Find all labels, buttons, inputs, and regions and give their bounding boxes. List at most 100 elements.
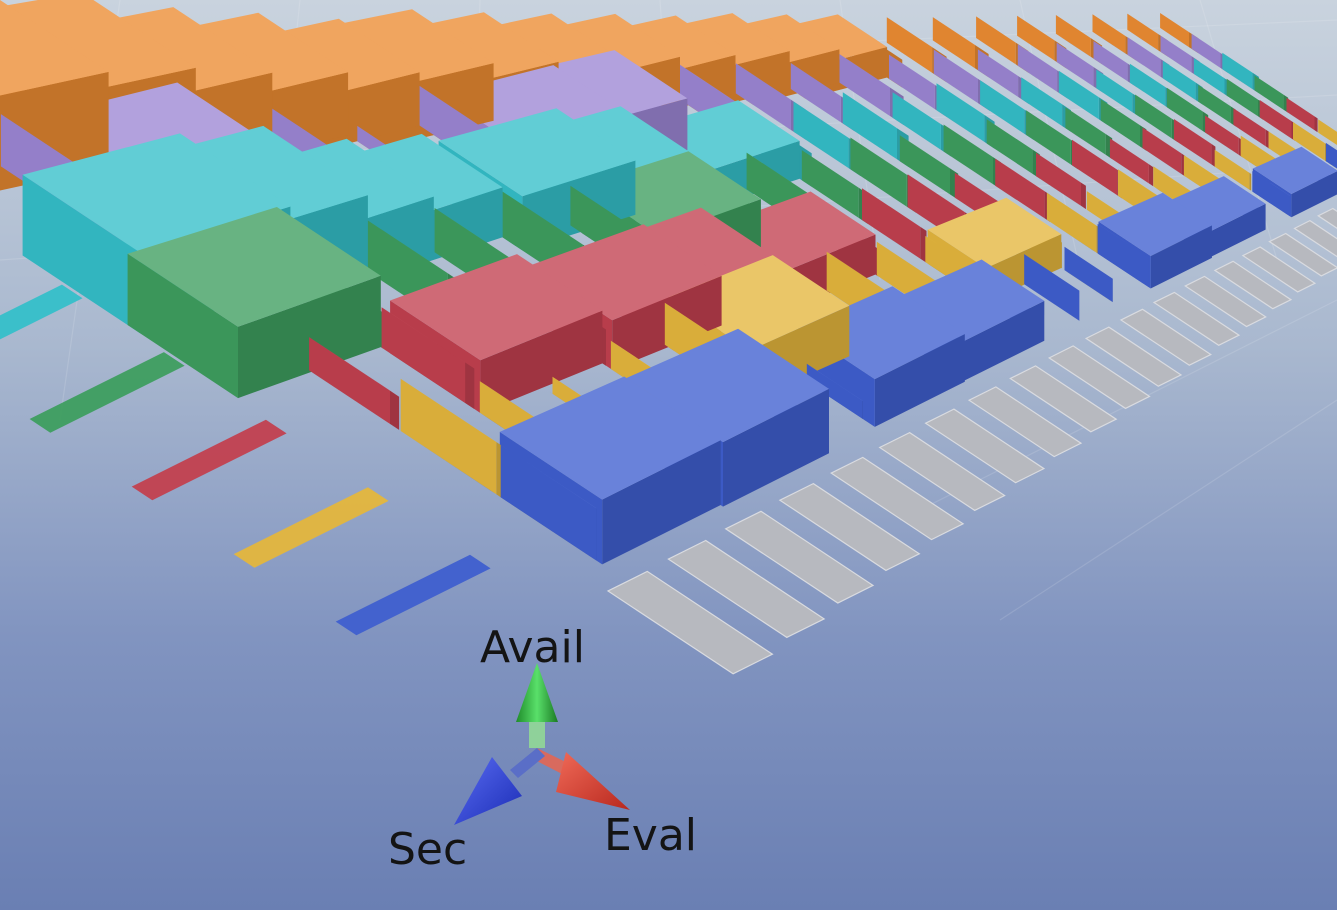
bar: [1046, 192, 1099, 228]
bar: [1252, 146, 1337, 194]
bar: [390, 254, 603, 361]
bar: [499, 376, 721, 500]
bar: [933, 49, 978, 104]
bar-base: [1224, 70, 1257, 92]
bar: [1211, 143, 1216, 168]
bar-base: [1103, 122, 1144, 150]
bar: [806, 363, 863, 419]
bar: [1286, 97, 1315, 131]
bar: [1098, 192, 1212, 256]
column-strip-7: [967, 386, 1083, 458]
bar: [496, 442, 502, 498]
column-strip-9: [1048, 345, 1151, 410]
bar: [1173, 119, 1216, 147]
bar: [1036, 152, 1081, 206]
bar: [1254, 75, 1289, 98]
gizmo-z-arrow: [454, 757, 522, 825]
bar: [1017, 44, 1058, 92]
bar: [995, 158, 1050, 195]
column-strip-11: [1119, 308, 1212, 366]
column-strip-0: [606, 570, 774, 675]
bar: [1127, 37, 1161, 77]
row-strip-3: [29, 352, 185, 433]
column-strip-1: [667, 539, 826, 639]
bar: [943, 124, 993, 185]
bar: [1198, 84, 1231, 123]
bar: [977, 49, 1019, 97]
bar: [1046, 192, 1097, 253]
bar: [1268, 131, 1303, 154]
bar: [500, 444, 597, 561]
bar: [1265, 129, 1270, 149]
bar: [1254, 75, 1284, 110]
bar: [1153, 166, 1196, 194]
bar: [238, 275, 381, 399]
bar: [1160, 35, 1200, 62]
column-strip-17: [1293, 219, 1337, 258]
bar: [963, 300, 1045, 381]
bar: [1055, 15, 1091, 57]
bar: [1142, 127, 1182, 174]
bar-base: [407, 435, 496, 494]
bar: [1205, 115, 1239, 155]
bar: [1056, 42, 1094, 87]
bar: [1118, 169, 1167, 202]
gizmo-y-shaft: [529, 718, 545, 748]
bar: [1097, 223, 1149, 288]
bar: [1249, 172, 1252, 191]
column-strip-15: [1241, 246, 1317, 293]
bar: [889, 54, 947, 93]
bar: [434, 208, 529, 271]
bar: [1166, 87, 1209, 116]
bar-base: [1318, 133, 1337, 146]
bar: [1160, 35, 1192, 73]
bar: [986, 119, 1033, 174]
bar: [1093, 41, 1128, 82]
bar-base: [1287, 112, 1317, 132]
bar: [1314, 116, 1318, 133]
bar: [1072, 139, 1123, 173]
bar: [359, 214, 463, 283]
bar: [1252, 171, 1290, 217]
bar: [889, 54, 935, 109]
bar: [1222, 52, 1259, 77]
bar: [1109, 138, 1154, 168]
bar: [801, 150, 859, 218]
bar-base: [1161, 29, 1197, 53]
bar: [390, 390, 400, 430]
bar: [1214, 149, 1250, 190]
bar: [886, 17, 947, 57]
bar: [1127, 13, 1159, 51]
bar: [465, 362, 475, 409]
bar: [1065, 107, 1106, 155]
bar: [1148, 164, 1154, 187]
bar: [1129, 63, 1173, 92]
bar: [920, 226, 927, 263]
row-strip-2: [131, 419, 287, 501]
bar: [907, 174, 972, 217]
bar: [1092, 14, 1126, 54]
column-strip-14: [1213, 260, 1293, 310]
bar: [1318, 119, 1337, 132]
bar: [1183, 155, 1225, 183]
bar: [1096, 69, 1133, 113]
bar: [899, 135, 950, 195]
bar: [793, 101, 849, 169]
bar: [1259, 100, 1295, 124]
bar: [1173, 119, 1212, 165]
bar: [400, 378, 497, 495]
bar: [1325, 142, 1337, 151]
bar: [1191, 33, 1221, 68]
column-strip-4: [830, 456, 965, 541]
bar: [1097, 223, 1149, 258]
bar: [1135, 94, 1172, 139]
bar: [1081, 182, 1086, 210]
bar: [309, 337, 400, 397]
bar: [1021, 77, 1063, 126]
bar: [1166, 87, 1203, 131]
bar: [309, 337, 390, 424]
bar: [1024, 254, 1080, 291]
bar: [381, 307, 466, 403]
bar: [1129, 63, 1166, 106]
